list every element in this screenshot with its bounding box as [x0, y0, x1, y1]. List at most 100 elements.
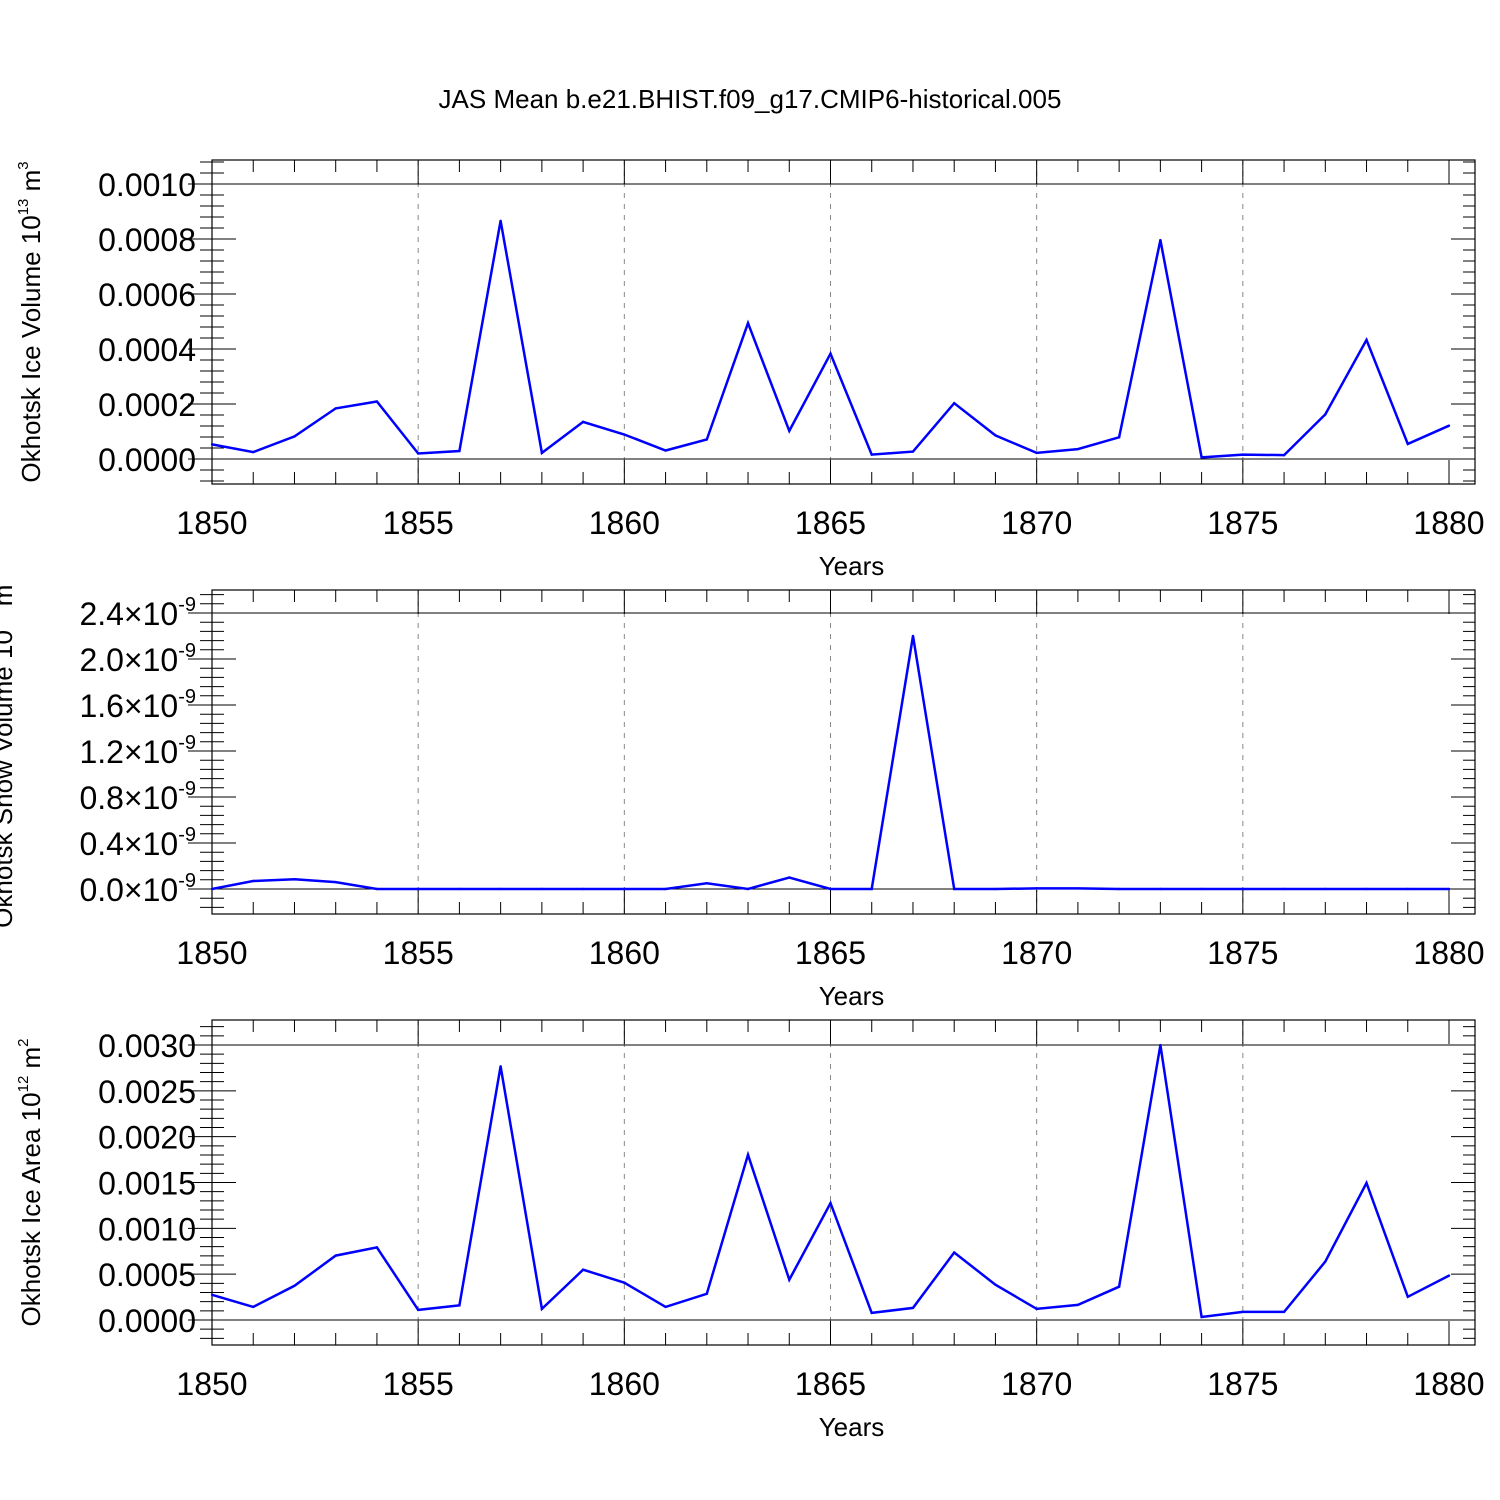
data-point: [705, 438, 708, 441]
chart-title: JAS Mean b.e21.BHIST.f09_g17.CMIP6-histo…: [439, 84, 1062, 114]
y-tick-exponent: -9: [178, 732, 196, 754]
plot-frame: [211, 159, 1476, 485]
data-point: [664, 1305, 667, 1309]
x-tick-label: 1875: [1207, 505, 1278, 541]
x-axis-label: Years: [819, 551, 885, 581]
y-axis-label: Okhotsk Snow Volume 1013 m3: [0, 576, 18, 928]
data-point: [458, 449, 461, 453]
data-point: [788, 876, 791, 879]
y-tick-label: 0.0×10-9: [79, 870, 196, 908]
data-point: [1447, 424, 1451, 427]
data-point: [499, 887, 502, 891]
x-tick-label: 1870: [1001, 505, 1072, 541]
y-tick-multiplier: ×10: [124, 642, 178, 678]
data-point: [1365, 887, 1368, 891]
data-point: [1365, 1181, 1368, 1185]
data-point: [870, 1311, 873, 1315]
y-tick-value: 1.2: [79, 734, 123, 770]
y-tick-label: 0.0010: [98, 167, 196, 203]
data-point: [1447, 1274, 1451, 1277]
y-tick-label: 0.0006: [98, 277, 196, 313]
data-point: [953, 401, 956, 405]
data-point: [499, 219, 502, 223]
data-point: [664, 449, 667, 452]
data-point: [623, 1281, 626, 1284]
y-tick-value: 2.4: [79, 596, 123, 632]
y-label-text: Okhotsk Ice Volume 10: [16, 215, 46, 482]
data-point: [416, 452, 420, 455]
panel-3: 0.0000 0.0005 0.0010 0.0015 0.0020 0.0025 0.00…: [15, 1019, 1485, 1442]
y-tick-exponent: -9: [178, 778, 196, 800]
y-tick-label: 0.0030: [98, 1028, 196, 1064]
x-tick-label: 1865: [795, 505, 866, 541]
y-tick-label: 0.0004: [98, 332, 196, 368]
data-point: [499, 1065, 502, 1068]
data-point: [540, 1307, 544, 1311]
data-point: [581, 420, 585, 424]
data-point: [375, 887, 379, 891]
data-point: [870, 453, 873, 456]
data-point: [623, 433, 626, 436]
x-tick-label: 1855: [383, 1366, 454, 1402]
data-point: [1324, 413, 1327, 416]
y-tick-label: 0.0025: [98, 1074, 196, 1110]
data-point: [788, 1278, 791, 1281]
data-point: [416, 887, 420, 891]
data-point: [1076, 887, 1080, 890]
plot-frame: [211, 589, 1476, 915]
data-point: [911, 1306, 915, 1310]
data-point: [1117, 436, 1121, 439]
data-point: [1241, 887, 1245, 891]
data-point: [252, 1305, 255, 1309]
data-point: [1241, 453, 1245, 456]
data-point: [1365, 338, 1368, 342]
data-point: [210, 443, 214, 446]
data-point: [664, 887, 667, 891]
y-tick-multiplier: ×10: [124, 872, 178, 908]
data-point: [953, 1251, 956, 1254]
data-point: [540, 887, 544, 891]
data-point: [458, 1304, 461, 1307]
data-point: [1035, 887, 1038, 890]
data-point: [870, 887, 873, 891]
y-axis-label: Okhotsk Ice Area 1012 m2: [15, 1038, 46, 1326]
data-point: [994, 1283, 997, 1286]
data-point: [1159, 238, 1162, 242]
y-label-exponent: 12: [15, 1076, 32, 1093]
data-point: [416, 1308, 420, 1312]
y-tick-label: 0.0015: [98, 1166, 196, 1202]
x-tick-label: 1855: [383, 505, 454, 541]
y-tick-label: 0.8×10-9: [79, 778, 196, 816]
data-point: [829, 352, 832, 355]
y-tick-multiplier: ×10: [124, 734, 178, 770]
x-tick-label: 1870: [1001, 935, 1072, 971]
data-point: [788, 429, 791, 433]
panel-2: 0.0×10-90.4×10-90.8×10-91.2×10-91.6×10-9…: [0, 576, 1485, 1011]
data-point: [375, 1246, 379, 1249]
x-tick-label: 1880: [1413, 505, 1484, 541]
data-point: [1282, 453, 1286, 457]
data-point: [1035, 1307, 1038, 1311]
y-tick-label: 0.0020: [98, 1120, 196, 1156]
data-point: [1406, 442, 1409, 446]
x-tick-label: 1875: [1207, 935, 1278, 971]
series-line: [211, 635, 1449, 891]
y-tick-label: 0.0002: [98, 387, 196, 423]
data-point: [210, 887, 214, 891]
data-point: [994, 887, 997, 891]
data-point: [1200, 1315, 1203, 1319]
data-point: [1447, 887, 1451, 891]
data-point: [458, 887, 461, 891]
y-tick-label: 1.2×10-9: [79, 732, 196, 770]
y-tick-label: 0.0005: [98, 1257, 196, 1293]
data-point: [1406, 1295, 1409, 1299]
data-point: [581, 887, 585, 891]
data-point: [953, 887, 956, 891]
data-point: [293, 878, 296, 881]
y-tick-label: 1.6×10-9: [79, 686, 196, 724]
data-point: [1159, 1043, 1162, 1047]
y-tick-value: 0.8: [79, 780, 123, 816]
y-label-exponent: 13: [0, 613, 4, 630]
data-point: [623, 887, 626, 891]
